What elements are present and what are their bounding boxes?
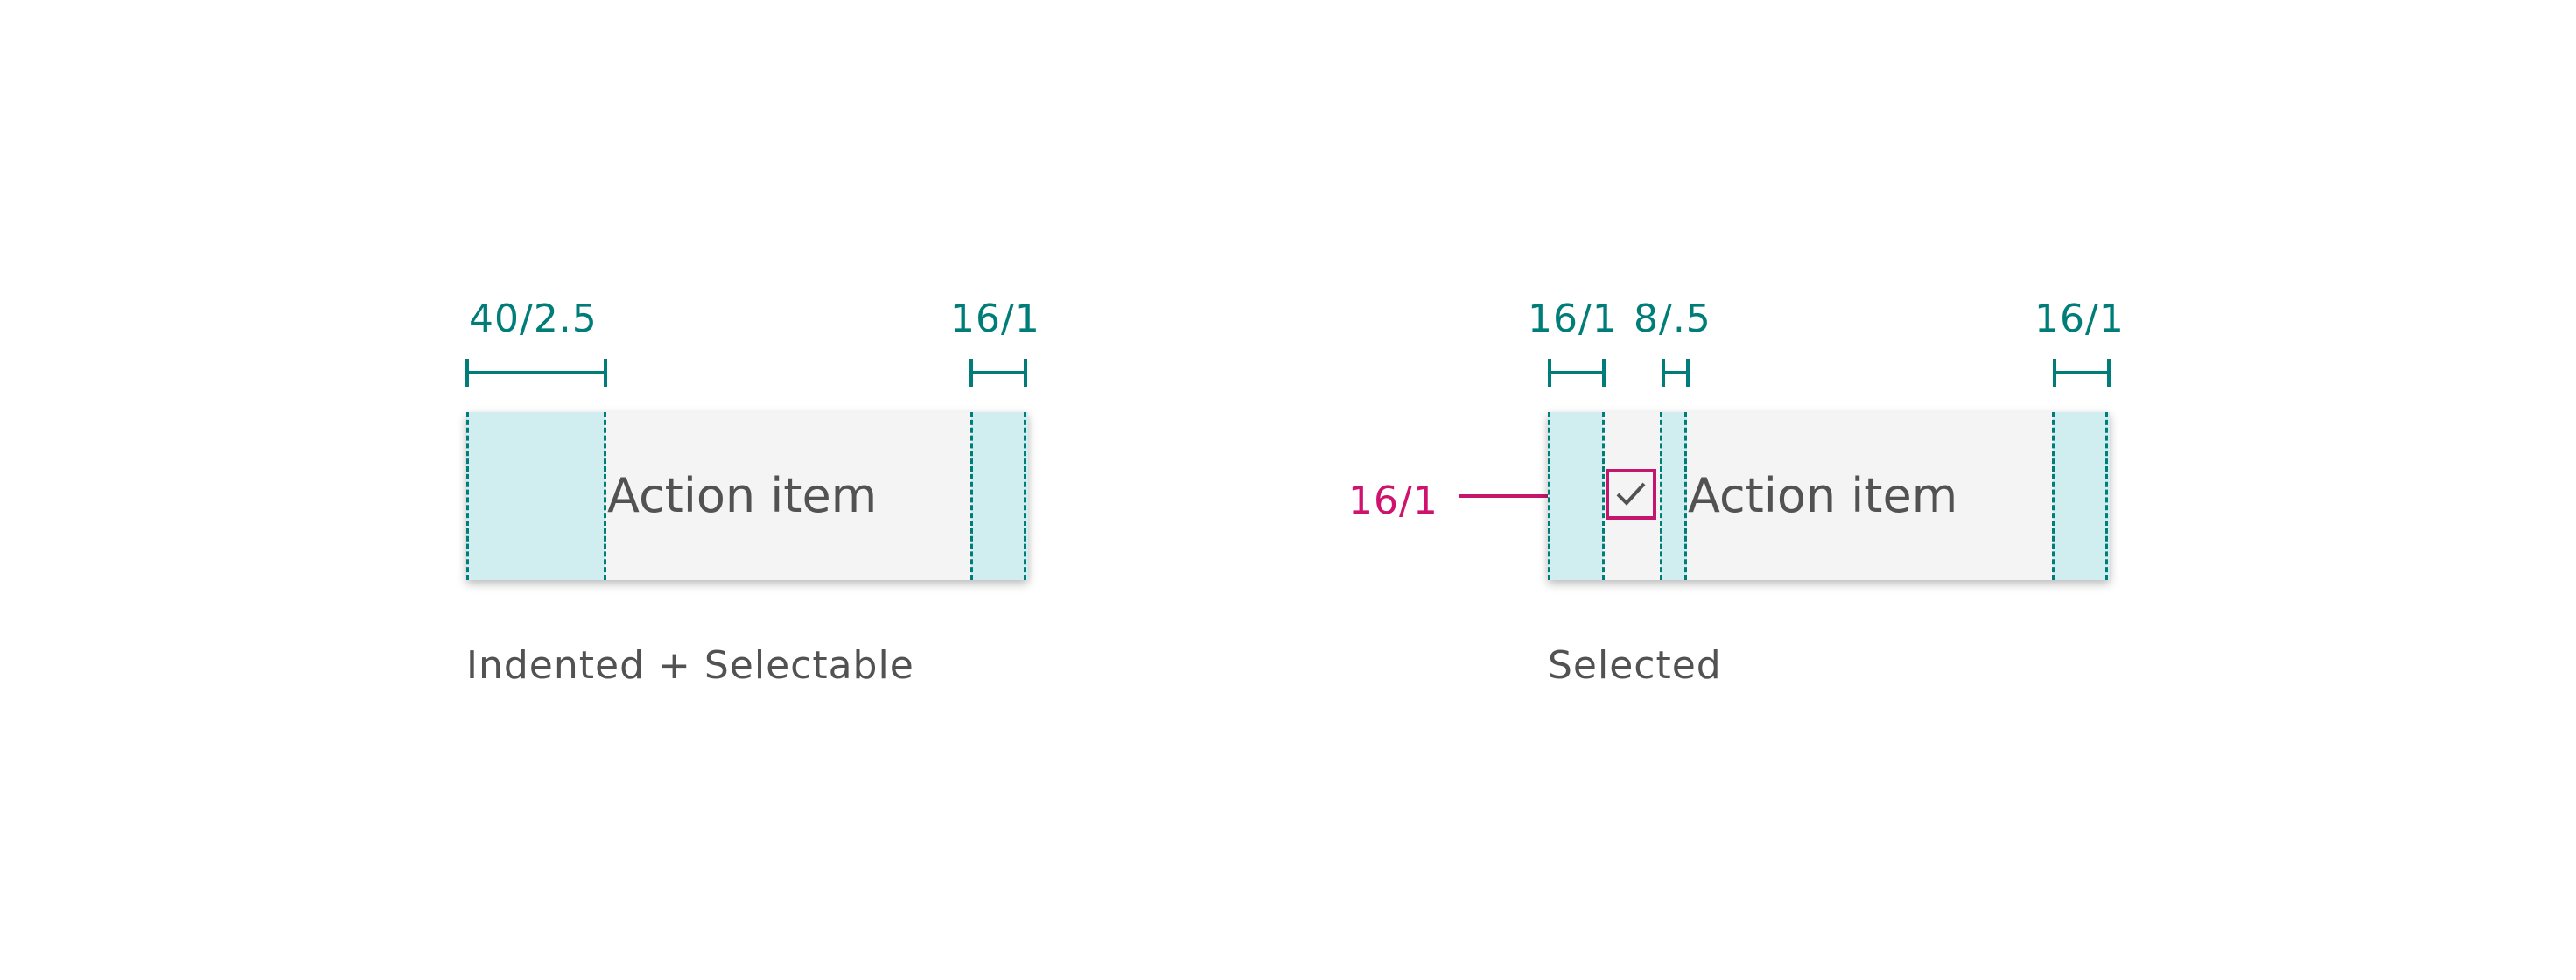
guide-line	[2105, 412, 2108, 580]
left-padding-bracket	[466, 359, 607, 387]
checkbox-gap-region	[1661, 412, 1687, 580]
left-padding-region	[1548, 412, 1603, 580]
checkbox-callout-line	[1460, 494, 1606, 498]
right-padding-region	[971, 412, 1028, 580]
action-item-label: Action item	[607, 468, 878, 523]
right-padding-region	[2053, 412, 2110, 580]
guide-line	[1024, 412, 1026, 580]
left-padding-bracket	[1548, 359, 1606, 387]
left-padding-region	[466, 412, 606, 580]
guide-line	[2052, 412, 2054, 580]
action-item-label: Action item	[1688, 468, 1958, 523]
right-padding-measure-label: 16/1	[950, 297, 1040, 341]
diagram-caption: Selected	[1548, 643, 1722, 688]
right-padding-bracket	[970, 359, 1027, 387]
guide-line	[1684, 412, 1687, 580]
right-padding-measure-label: 16/1	[2034, 297, 2124, 341]
guide-line	[1602, 412, 1605, 580]
guide-line	[970, 412, 973, 580]
checkmark-icon	[1616, 482, 1646, 506]
right-padding-bracket	[2053, 359, 2110, 387]
selected-action-item-row[interactable]: Action item	[1548, 412, 2110, 580]
guide-line	[1548, 412, 1550, 580]
guide-line	[466, 412, 469, 580]
checkbox-gap-bracket	[1662, 359, 1690, 387]
checkbox-gap-measure-label: 8/.5	[1634, 297, 1712, 341]
left-padding-measure-label: 16/1	[1528, 297, 1618, 341]
left-padding-measure-label: 40/2.5	[469, 297, 598, 341]
checkbox-size-callout-label: 16/1	[1348, 479, 1438, 523]
guide-line	[1660, 412, 1662, 580]
action-item-row[interactable]: Action item	[466, 412, 1028, 580]
selected-checkbox[interactable]	[1606, 469, 1656, 520]
diagram-caption: Indented + Selectable	[466, 643, 914, 688]
guide-line	[604, 412, 606, 580]
